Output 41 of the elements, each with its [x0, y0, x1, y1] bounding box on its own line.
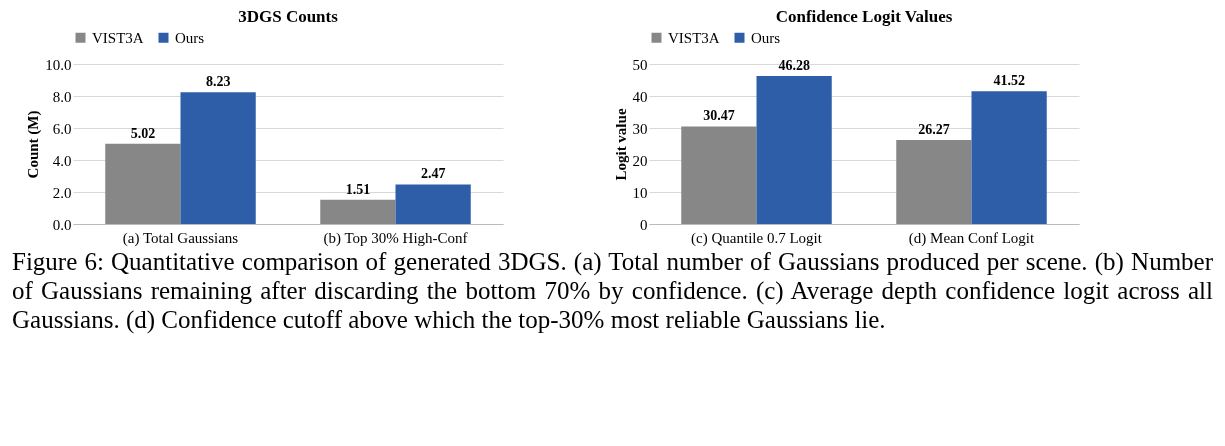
chart-title: 3DGS Counts: [238, 7, 339, 26]
y-tick-label: 8.0: [52, 88, 72, 105]
y-tick-label: 20: [632, 152, 648, 169]
data-label: 2.47: [420, 166, 446, 182]
bar: [971, 91, 1047, 224]
y-axis-title: Count (M): [25, 110, 43, 179]
y-tick-label: 6.0: [52, 120, 72, 137]
y-tick-label: 50: [632, 56, 648, 73]
data-label: 30.47: [703, 108, 735, 124]
y-tick-label: 40: [632, 88, 648, 105]
bar: [896, 139, 972, 224]
data-label: 41.52: [993, 73, 1025, 89]
x-tick-label: (d) Mean Conf Logit: [908, 229, 1036, 247]
y-axis-title: Logit value: [612, 108, 629, 181]
bar: [320, 199, 396, 224]
y-tick-label: 4.0: [52, 152, 72, 169]
caption: Figure 6: Quantitative comparison of generated 3DGS. (a) Total number of Gaussians produced per scene. (b) Number of Gaussians remaining after discarding the bottom 70% by confidence. (c) Average depth confidence logit across all Gaussians. (d) Confidence cutoff above which the top-30% most reliable Gaussians lie.: [11, 247, 1214, 334]
bar: [105, 143, 181, 224]
y-tick-label: 0.0: [52, 216, 72, 233]
data-label: 8.23: [205, 74, 231, 90]
legend-label: Ours: [175, 29, 205, 46]
y-tick-label: 10.0: [45, 56, 72, 73]
bar: [180, 92, 256, 224]
x-tick-label: (c) Quantile 0.7 Logit: [691, 229, 823, 247]
legend-label: VIST3A: [668, 29, 720, 46]
y-tick-label: 2.0: [52, 184, 72, 201]
legend-label: Ours: [751, 29, 781, 46]
y-tick-label: 10: [632, 184, 648, 201]
bar: [681, 126, 757, 224]
data-label: 5.02: [130, 125, 156, 141]
y-tick-label: 0: [640, 216, 648, 233]
data-label: 26.27: [918, 121, 950, 137]
legend-label: VIST3A: [92, 29, 144, 46]
chart-title: Confidence Logit Values: [775, 7, 953, 26]
x-tick-label: (b) Top 30% High-Conf: [323, 229, 468, 247]
bar: [756, 75, 832, 224]
x-tick-label: (a) Total Gaussians: [122, 229, 239, 247]
data-label: 1.51: [345, 181, 371, 197]
data-label: 46.28: [778, 57, 810, 73]
bar: [395, 184, 471, 224]
y-tick-label: 30: [632, 120, 648, 137]
